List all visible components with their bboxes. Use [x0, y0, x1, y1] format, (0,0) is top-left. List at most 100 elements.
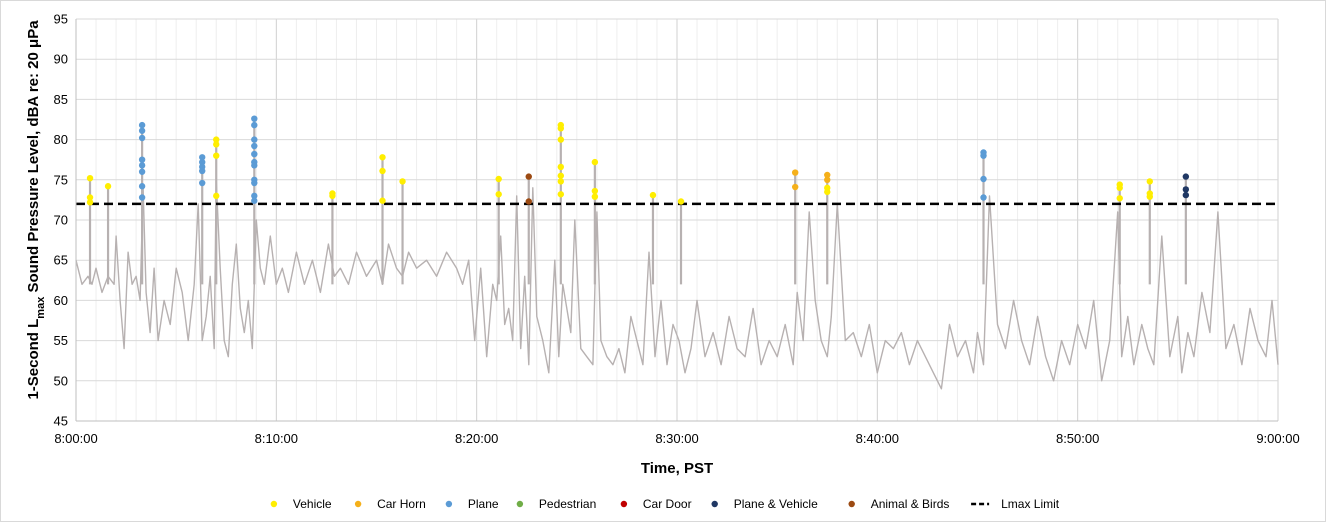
legend-marker [270, 500, 278, 508]
point-vehicle [557, 178, 565, 185]
legend-marker [711, 500, 718, 508]
point-vehicle [495, 175, 502, 183]
legend-label: Car Horn [377, 497, 426, 511]
point-vehicle [495, 191, 502, 198]
point-plane [251, 142, 258, 150]
point-animal-birds [525, 198, 532, 205]
point-vehicle [213, 141, 220, 148]
point-vehicle [557, 191, 565, 198]
y-tick-label: 50 [54, 373, 68, 388]
x-tick-label: 8:40:00 [856, 431, 899, 446]
y-tick-label: 45 [54, 414, 68, 429]
point-vehicle [1146, 193, 1153, 200]
legend-label: Plane [468, 497, 499, 511]
legend-marker [620, 500, 628, 508]
x-tick-label: 8:10:00 [255, 431, 298, 446]
legend-label: Pedestrian [539, 497, 596, 511]
point-plane [251, 136, 258, 143]
point-plane [251, 121, 258, 129]
point-plane-vehicle [1182, 191, 1190, 199]
legend-label: Animal & Birds [871, 497, 950, 511]
legend-label: Lmax Limit [1001, 497, 1060, 511]
point-vehicle [399, 178, 406, 185]
point-plane [251, 179, 258, 187]
point-vehicle [677, 198, 685, 205]
legend: Vehicle Car Horn Plane Pedestrian Car Door Pl… [270, 497, 1060, 511]
point-plane [980, 194, 987, 201]
y-tick-label: 90 [54, 52, 68, 67]
base-series-layer [75, 179, 1279, 390]
point-vehicle [557, 163, 565, 171]
point-vehicle [213, 152, 220, 159]
legend-item-pedestrian: Pedestrian [516, 497, 596, 511]
legend-item-car-horn: Car Horn [354, 497, 426, 511]
point-vehicle [557, 172, 565, 179]
y-tick-label: 85 [54, 92, 68, 107]
point-vehicle [824, 188, 831, 196]
legend-item-animal-birds: Animal & Birds [848, 497, 950, 511]
point-plane [251, 192, 258, 200]
point-plane [980, 152, 987, 159]
event-points-layer [86, 115, 1190, 206]
point-car-horn [824, 176, 831, 183]
point-plane [199, 167, 206, 175]
legend-item-plane: Plane [445, 497, 499, 511]
axes-layer: 45 50 55 60 65 70 75 80 85 90 95 8:00:00 8:10:00 8:20… [54, 12, 1300, 447]
point-car-horn [791, 183, 799, 191]
point-vehicle [649, 191, 657, 199]
legend-marker [354, 500, 362, 508]
point-plane [251, 162, 258, 169]
point-vehicle [557, 125, 565, 132]
point-vehicle [1146, 178, 1153, 185]
x-tick-label: 9:00:00 [1256, 431, 1299, 446]
point-vehicle [213, 136, 220, 143]
legend-marker [516, 500, 524, 508]
point-vehicle [86, 174, 94, 182]
y-tick-label: 55 [54, 333, 68, 348]
point-vehicle [329, 192, 336, 200]
point-vehicle [1116, 184, 1123, 192]
x-tick-label: 8:20:00 [455, 431, 498, 446]
y-axis-title: 1-Second Lmax Sound Pressure Level, dBA … [25, 20, 47, 400]
point-plane [138, 127, 146, 134]
point-plane [199, 158, 206, 166]
point-vehicle [557, 136, 565, 143]
legend-label: Plane & Vehicle [734, 497, 818, 511]
point-car-horn [791, 169, 799, 176]
point-plane [138, 134, 146, 142]
legend-item-vehicle: Vehicle [270, 497, 332, 511]
point-vehicle [591, 187, 599, 195]
y-tick-label: 65 [54, 253, 68, 268]
point-car-horn [824, 171, 831, 179]
point-vehicle [86, 199, 94, 206]
point-vehicle [379, 197, 386, 204]
legend-item-car-door: Car Door [620, 497, 692, 511]
point-plane [138, 194, 146, 201]
point-plane [251, 115, 258, 122]
point-vehicle [591, 193, 599, 200]
point-vehicle [104, 183, 112, 190]
point-plane [980, 175, 987, 183]
legend-label: Vehicle [293, 497, 332, 511]
legend-item-plane-vehicle: Plane & Vehicle [711, 497, 818, 511]
point-plane-vehicle [1182, 186, 1190, 193]
y-tick-label: 80 [54, 132, 68, 147]
point-plane [138, 156, 146, 163]
point-animal-birds [525, 173, 532, 180]
point-vehicle [379, 167, 386, 175]
point-plane [138, 183, 146, 190]
x-tick-label: 8:00:00 [54, 431, 97, 446]
legend-item-lmax-limit: Lmax Limit [971, 497, 1060, 511]
y-tick-label: 75 [54, 172, 68, 187]
x-tick-label: 8:30:00 [655, 431, 698, 446]
y-tick-label: 60 [54, 293, 68, 308]
point-plane [199, 154, 206, 161]
gridlines [75, 18, 1279, 422]
y-tick-label: 70 [54, 213, 68, 228]
y-tick-label: 95 [54, 12, 68, 27]
point-plane [138, 121, 146, 129]
point-vehicle [379, 154, 386, 161]
